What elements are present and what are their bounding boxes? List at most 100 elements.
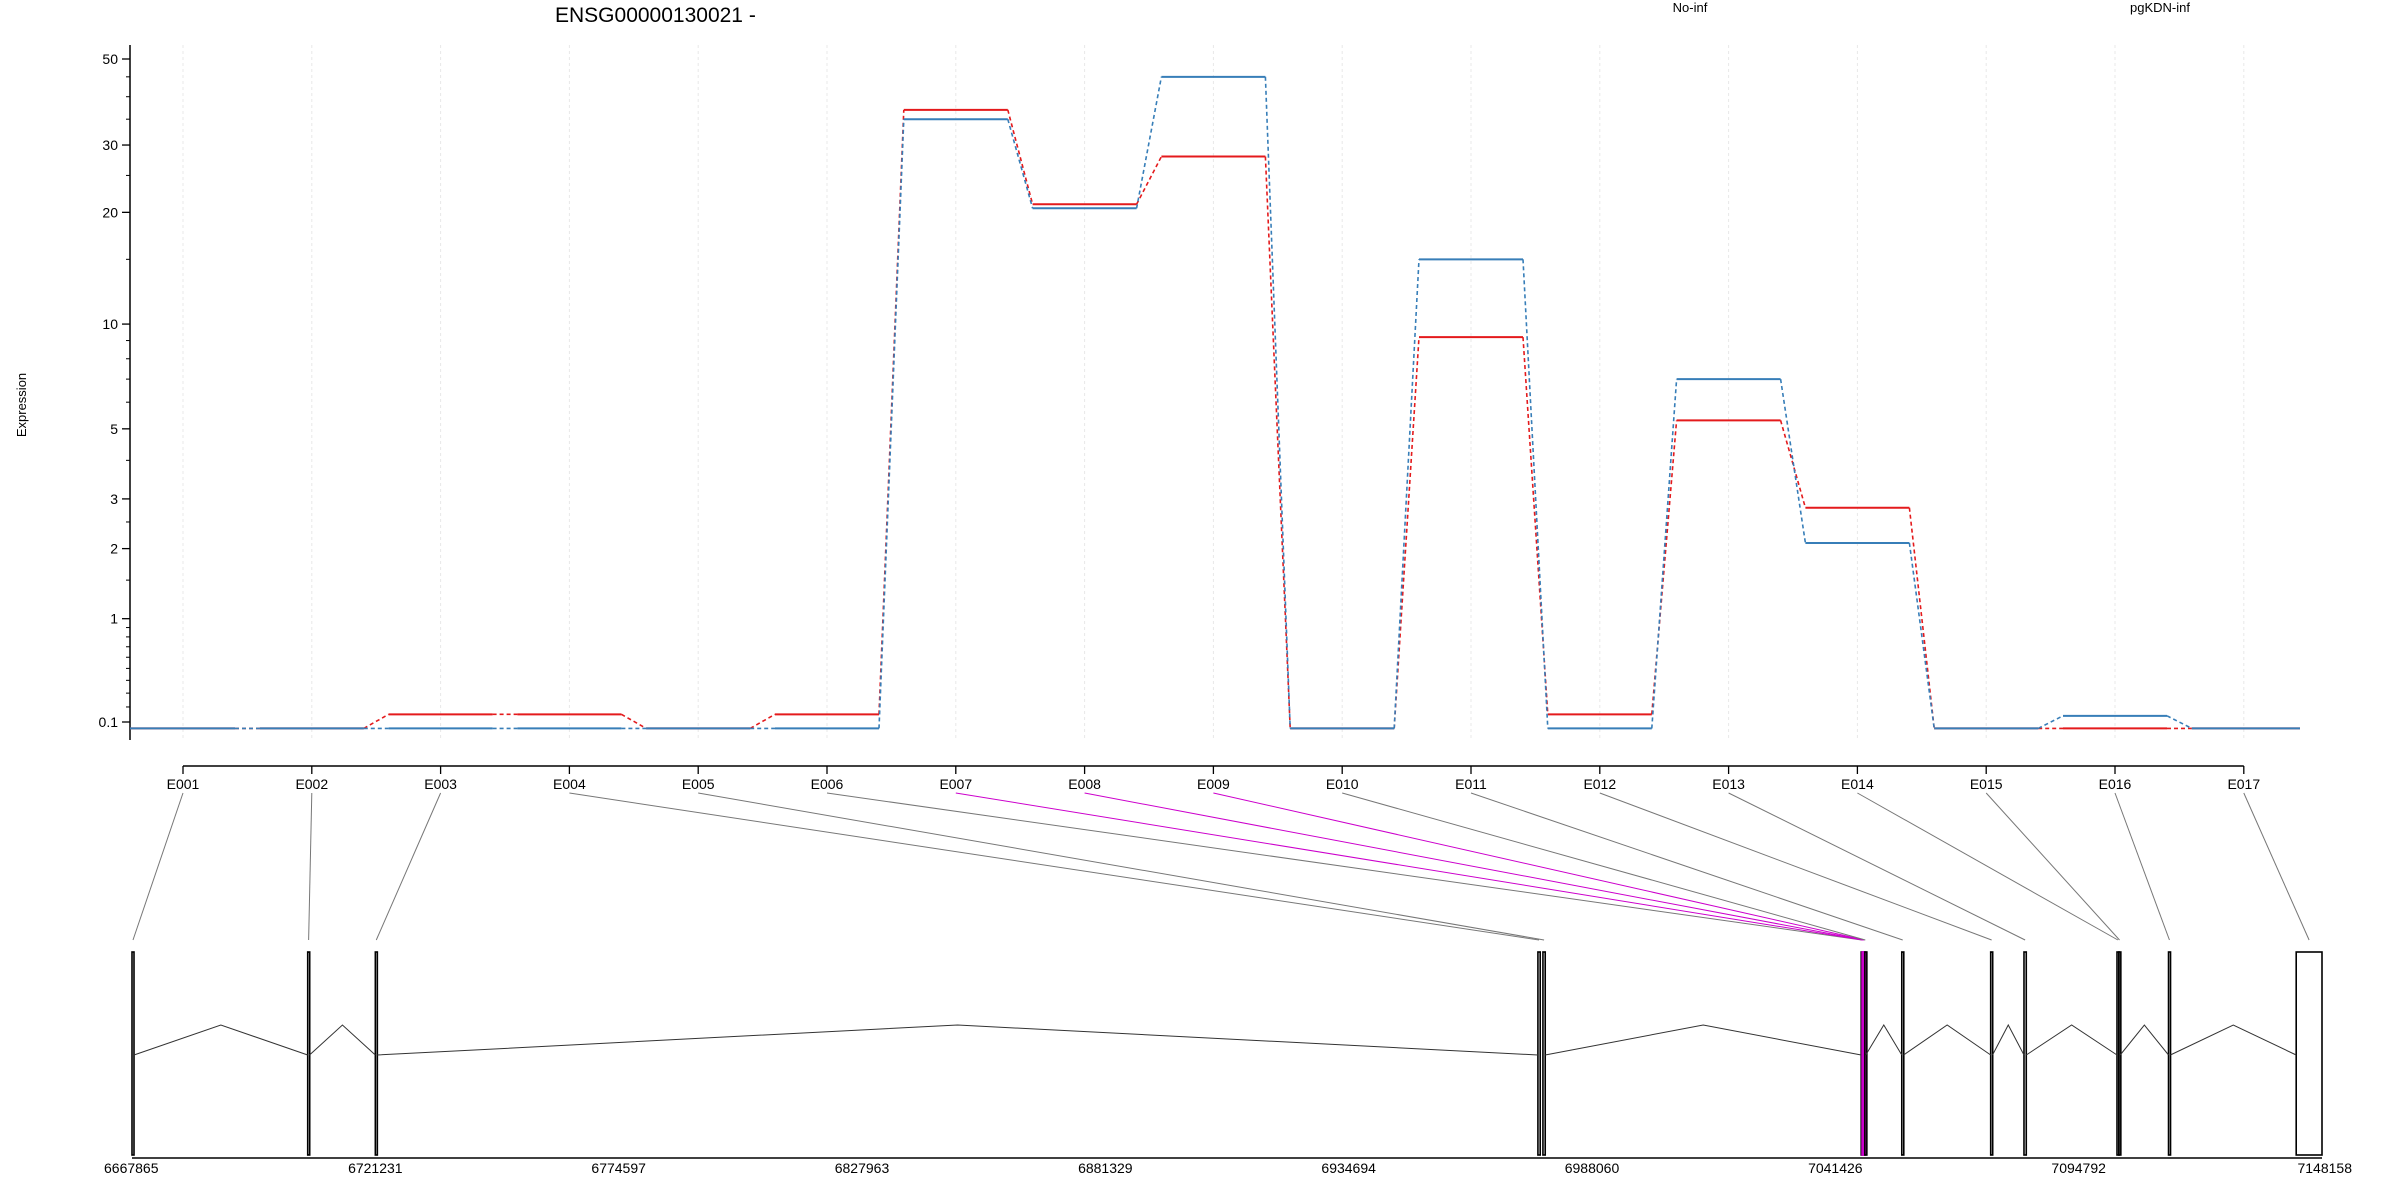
legend: No-inf pgKDN-inf xyxy=(1673,0,2191,15)
connector-E015 xyxy=(1985,792,2120,941)
y-tick-label: 1 xyxy=(110,611,118,627)
x-tick-label-E013: E013 xyxy=(1712,776,1745,792)
genome-tick-label: 6934694 xyxy=(1321,1160,1376,1176)
series-2-connector xyxy=(2166,715,2193,730)
intron xyxy=(1992,1023,2025,1056)
x-tick-label-E001: E001 xyxy=(167,776,200,792)
x-tick-label-E008: E008 xyxy=(1068,776,1101,792)
x-tick-label-E005: E005 xyxy=(682,776,715,792)
y-axis: 0.1 1 2 3 5 10 20 30 50 xyxy=(99,45,131,740)
y-axis-label: Expression xyxy=(14,373,29,437)
genome-tick-label: 6881329 xyxy=(1078,1160,1133,1176)
series-1-connector xyxy=(363,713,389,730)
genome-tick-label: 6667865 xyxy=(104,1160,159,1176)
y-tick-label: 5 xyxy=(110,421,118,437)
exon-E012 xyxy=(1989,951,1994,1156)
series-2-connector xyxy=(2037,715,2064,730)
exon-E016 xyxy=(2167,951,2172,1156)
x-axis: E001 E002 E003 E004 E005 E006 E007 E008 E009 E010… xyxy=(167,765,2260,792)
connector-E012 xyxy=(1599,792,1992,941)
x-tick-label-E014: E014 xyxy=(1841,776,1874,792)
connector-E011 xyxy=(1470,792,1903,941)
y-tick-label: 50 xyxy=(102,51,118,67)
series-1-connector xyxy=(621,713,647,730)
exon-E017 xyxy=(2295,951,2323,1156)
intron xyxy=(377,1024,1538,1056)
x-tick-label-E012: E012 xyxy=(1583,776,1616,792)
x-tick-label-E007: E007 xyxy=(939,776,972,792)
connector-E006 xyxy=(826,792,1862,941)
genome-tick-label: 7148158 xyxy=(2297,1160,2352,1176)
x-tick-label-E002: E002 xyxy=(295,776,328,792)
intron xyxy=(2025,1024,2118,1056)
series-1-connector xyxy=(1522,337,1549,715)
series-2-connector xyxy=(1007,118,1034,209)
series-1-connector xyxy=(1908,507,1935,729)
series-1-connector xyxy=(1007,109,1034,205)
connector-E010 xyxy=(1342,792,1866,941)
genome-tick-label: 6827963 xyxy=(835,1160,890,1176)
exon-E002 xyxy=(306,951,311,1156)
exon-E013 xyxy=(2023,951,2028,1156)
x-tick-label-E003: E003 xyxy=(424,776,457,792)
exon-E015 xyxy=(2118,951,2122,1156)
connector-E014 xyxy=(1857,792,2119,941)
series-2-connector xyxy=(1651,379,1678,729)
series-2-connector xyxy=(1522,259,1549,729)
connector-E003 xyxy=(375,792,442,941)
series-1-connector xyxy=(1135,156,1163,205)
genome-tick-label: 6721231 xyxy=(348,1160,403,1176)
gridlines xyxy=(182,45,2245,740)
connector-E002 xyxy=(308,792,313,941)
y-tick-label: 30 xyxy=(102,137,118,153)
intron xyxy=(1903,1024,1991,1056)
x-tick-label-E016: E016 xyxy=(2099,776,2132,792)
series-2-connector xyxy=(1393,259,1420,729)
x-tick-label-E010: E010 xyxy=(1326,776,1359,792)
connector-E017 xyxy=(2243,792,2310,941)
series-2-connector xyxy=(1264,76,1291,729)
series-2-connector xyxy=(1135,76,1163,209)
x-tick-label-E009: E009 xyxy=(1197,776,1230,792)
series-1 xyxy=(130,108,2300,730)
y-tick-label: 3 xyxy=(110,491,118,507)
y-tick-label: 20 xyxy=(102,204,118,220)
x-tick-label-E015: E015 xyxy=(1970,776,2003,792)
genome-tick-label: 6774597 xyxy=(591,1160,646,1176)
connector-E009 xyxy=(1213,792,1865,941)
series-2 xyxy=(130,75,2300,730)
x-tick-label-E011: E011 xyxy=(1455,776,1487,792)
series-2-connector xyxy=(1779,378,1807,544)
chart-title: ENSG00000130021 - xyxy=(555,4,756,27)
exon-E004 xyxy=(1537,951,1542,1156)
connector-E008 xyxy=(1084,792,1864,941)
genome-tick-label: 6988060 xyxy=(1565,1160,1620,1176)
exon-E001 xyxy=(131,951,135,1156)
legend-item-1: No-inf xyxy=(1673,0,1708,15)
genome-tick-label: 7094792 xyxy=(2051,1160,2106,1176)
x-tick-label-E017: E017 xyxy=(2227,776,2260,792)
series-1-connector xyxy=(1264,156,1291,729)
genome-tick-label: 7041426 xyxy=(1808,1160,1863,1176)
connector-E005 xyxy=(698,792,1545,941)
connector-E001 xyxy=(132,792,184,941)
genome-axis: 6667865 6721231 6774597 6827963 6881329 69346… xyxy=(104,1157,2352,1176)
legend-item-2: pgKDN-inf xyxy=(2130,0,2190,15)
y-tick-label: 2 xyxy=(110,541,118,557)
plot-area xyxy=(130,75,2300,730)
gene-model xyxy=(131,951,2323,1156)
intron xyxy=(133,1024,308,1056)
exon-E011 xyxy=(1900,951,1905,1156)
x-tick-label-E006: E006 xyxy=(811,776,844,792)
connector-E016 xyxy=(2114,792,2170,941)
connector-E007 xyxy=(955,792,1863,941)
intron xyxy=(309,1024,376,1056)
exon-E005 xyxy=(1542,951,1547,1156)
series-2-connector xyxy=(878,119,905,729)
exon-E003 xyxy=(374,951,379,1156)
x-tick-label-E004: E004 xyxy=(553,776,586,792)
series-1-connector xyxy=(749,713,776,730)
intron xyxy=(1545,1024,1862,1056)
connector-E004 xyxy=(569,792,1540,941)
